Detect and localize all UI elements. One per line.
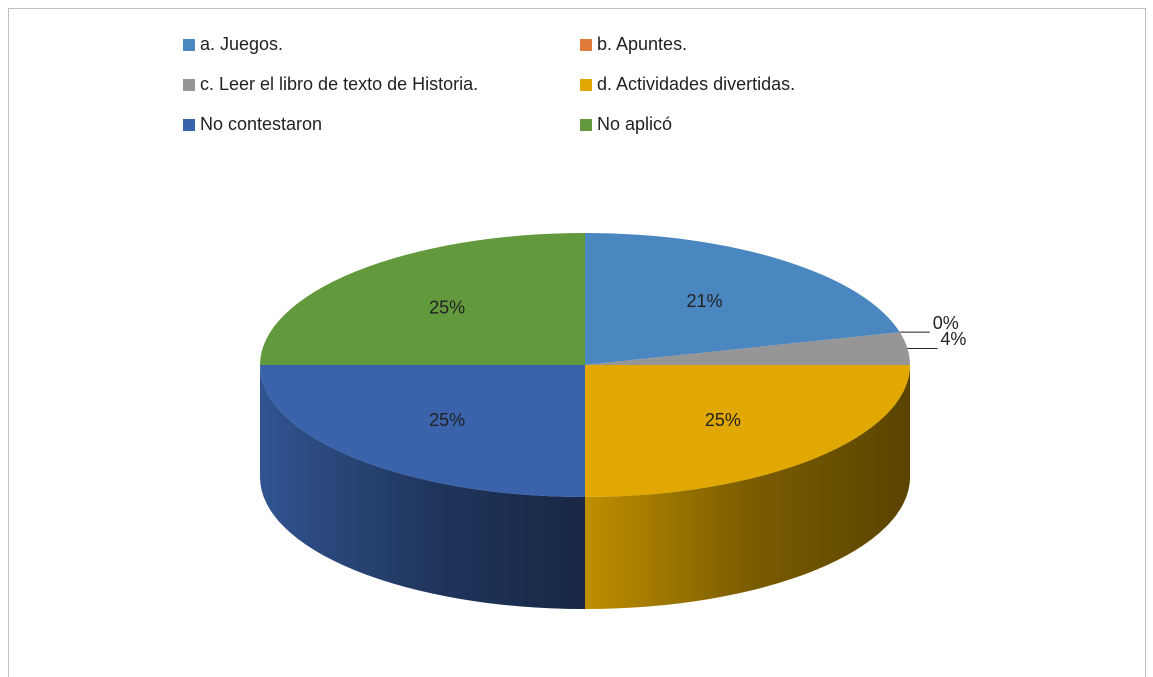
- legend-label: b. Apuntes.: [597, 34, 687, 54]
- legend-swatch: [183, 39, 195, 51]
- slice-side-shade: [585, 365, 910, 609]
- chart-border: [8, 8, 1146, 677]
- legend-label: No contestaron: [200, 114, 322, 134]
- pie: 21% 0%4% 25% 25% 25%: [260, 233, 966, 609]
- legend: a. Juegos. b. Apuntes. c. Leer el libro de…: [183, 34, 795, 134]
- slice-side-shade: [260, 365, 585, 609]
- slice: [260, 233, 585, 365]
- legend-label: No aplicó: [597, 114, 672, 134]
- slice: [260, 365, 585, 497]
- data-label: 25%: [705, 410, 741, 430]
- legend-swatch: [580, 39, 592, 51]
- legend-label: c. Leer el libro de texto de Historia.: [200, 74, 478, 94]
- data-label: 0%: [933, 313, 959, 333]
- data-label: 25%: [429, 410, 465, 430]
- slice: [585, 365, 910, 497]
- legend-swatch: [183, 119, 195, 131]
- legend-label: a. Juegos.: [200, 34, 283, 54]
- slice: [585, 233, 900, 365]
- data-label: 25%: [429, 298, 465, 318]
- data-label: 21%: [687, 291, 723, 311]
- slice: [585, 332, 911, 365]
- legend-label: d. Actividades divertidas.: [597, 74, 795, 94]
- legend-swatch: [580, 79, 592, 91]
- legend-swatch: [580, 119, 592, 131]
- legend-swatch: [183, 79, 195, 91]
- data-label: 4%: [940, 329, 966, 349]
